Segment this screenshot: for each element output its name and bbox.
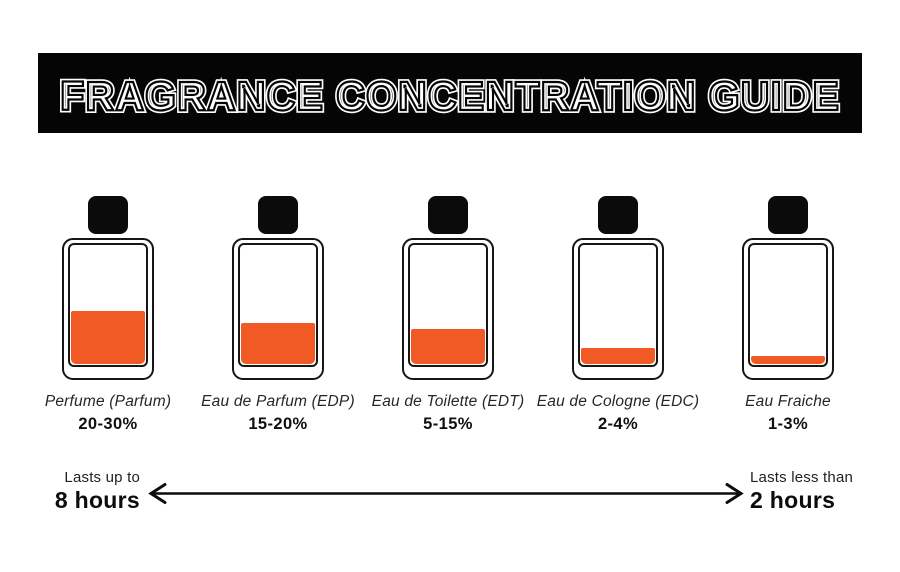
bottle-body [62,238,154,380]
bottle-body [742,238,834,380]
bottle-card: Eau de Toilette (EDT) 5-15% [363,196,533,433]
bottle-concentration-label: 1-3% [767,415,809,433]
bottle-body [402,238,494,380]
bottle-cap-icon [258,196,298,234]
bottle-fill [71,311,145,364]
page-title: FRAGRANCE CONCENTRATION GUIDE [60,73,840,119]
bottle-concentration-label: 20-30% [78,415,138,433]
bottle-card: Eau de Cologne (EDC) 2-4% [533,196,703,433]
bottle-name-label: Perfume (Parfum) [44,393,172,410]
bottle-inner [578,243,658,367]
bottle-card: Eau Fraiche 1-3% [703,196,873,433]
duration-right-label: Lasts less than 2 hours [750,468,900,513]
duration-left-label: Lasts up to 8 hours [0,468,140,513]
duration-arrow-icon [148,483,744,504]
title-banner: FRAGRANCE CONCENTRATION GUIDE FRAGRANCE … [38,53,862,133]
bottle-fill [241,323,315,364]
bottle-fill [581,348,655,364]
bottle-inner [748,243,828,367]
bottle-name-label: Eau de Toilette (EDT) [371,393,525,410]
bottle-fill [751,355,825,364]
bottle-name-label: Eau de Parfum (EDP) [201,393,355,410]
bottle-body [232,238,324,380]
bottle-name-label: Eau Fraiche [745,393,831,410]
duration-right-value: 2 hours [750,487,836,513]
bottle-card: Eau de Parfum (EDP) 15-20% [193,196,363,433]
bottle-cap-icon [598,196,638,234]
bottle-cap-icon [88,196,128,234]
bottle-cap-icon [768,196,808,234]
duration-left-value: 8 hours [54,487,140,513]
bottle-fill [411,329,485,364]
bottle-inner [68,243,148,367]
bottle-cap-icon [428,196,468,234]
bottle-name-label: Eau de Cologne (EDC) [536,393,700,410]
bottle-inner [408,243,488,367]
duration-right-caption: Lasts less than [750,469,854,486]
bottle-inner [238,243,318,367]
bottle-card: Perfume (Parfum) 20-30% [23,196,193,433]
bottle-concentration-label: 15-20% [248,415,308,433]
page-title-inline-stroke: FRAGRANCE CONCENTRATION GUIDE [60,73,840,119]
title-graphic: FRAGRANCE CONCENTRATION GUIDE FRAGRANCE … [57,70,842,122]
bottles-row: Perfume (Parfum) 20-30% Eau de Parfum (E… [23,196,873,433]
bottle-body [572,238,664,380]
duration-left-caption: Lasts up to [64,469,140,486]
bottle-concentration-label: 2-4% [597,415,639,433]
bottle-concentration-label: 5-15% [423,415,473,433]
